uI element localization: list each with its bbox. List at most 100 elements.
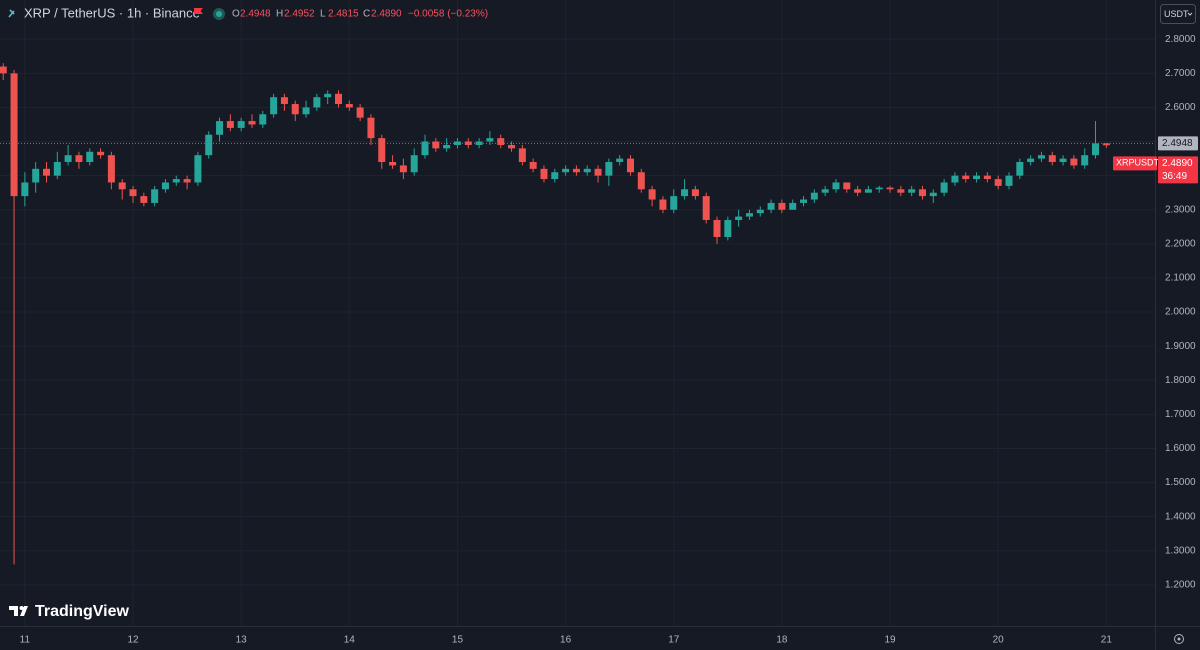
candle-body — [1070, 158, 1078, 166]
candle-body — [345, 104, 353, 108]
candle-body — [1027, 158, 1035, 163]
candle-body — [1092, 143, 1100, 156]
candle-body — [432, 141, 440, 149]
currency-box[interactable] — [1160, 4, 1196, 24]
candle-body — [421, 141, 429, 156]
series-name-box — [1113, 156, 1157, 171]
candle-body — [1102, 143, 1110, 146]
flag-icon[interactable] — [194, 8, 203, 14]
x-tick-label: 17 — [668, 635, 680, 646]
candle-body — [1059, 158, 1067, 163]
candle-body — [118, 182, 126, 190]
candle-body — [21, 182, 29, 197]
candle-body — [475, 141, 483, 145]
candle-body — [205, 134, 213, 156]
candle-body — [572, 168, 580, 173]
candle-body — [745, 213, 753, 217]
candle-body — [140, 196, 148, 203]
candle-body — [226, 121, 234, 128]
y-tick-label: 1.7000 — [1165, 409, 1196, 420]
candle-body — [443, 144, 451, 149]
candle-body — [843, 182, 851, 190]
candle-body — [453, 141, 461, 145]
candle-body — [735, 216, 743, 220]
legend-value: 2.4815 — [328, 9, 359, 20]
legend-key: O — [232, 9, 240, 20]
y-tick-label: 2.0000 — [1165, 307, 1196, 318]
candle-body — [75, 155, 83, 163]
candle-body — [864, 189, 872, 193]
candle-body — [183, 179, 191, 183]
candle-body — [410, 155, 418, 173]
candle-body — [389, 162, 397, 166]
settings-icon[interactable] — [1174, 634, 1184, 644]
candle-body — [626, 158, 634, 173]
candle-body — [724, 219, 732, 238]
legend-key: C — [363, 9, 370, 20]
candle-body — [486, 138, 494, 142]
candle-body — [291, 104, 299, 115]
ohlc-legend: O 2.4948 H 2.4952 L 2.4815 C 2.4890 — [232, 9, 402, 20]
countdown: 36:49 — [1162, 171, 1187, 182]
price-line-label-box — [1158, 136, 1198, 151]
x-tick-label: 16 — [560, 635, 572, 646]
y-tick-label: 2.1000 — [1165, 273, 1196, 284]
candle-body — [929, 192, 937, 197]
candle-body — [897, 189, 905, 193]
candle-body — [237, 121, 245, 128]
x-tick-label: 11 — [20, 635, 31, 646]
candle-body — [518, 148, 526, 163]
grid — [0, 0, 1155, 626]
candle-body — [983, 175, 991, 180]
y-tick-label: 2.6000 — [1165, 102, 1196, 113]
candle-body — [129, 189, 137, 197]
watermark-logo-dot — [19, 606, 24, 610]
x-tick-label: 18 — [776, 635, 788, 646]
candle-body — [497, 138, 505, 145]
x-tick-label: 21 — [1101, 635, 1113, 646]
candle-body — [908, 189, 916, 193]
y-tick-label: 2.7000 — [1165, 68, 1196, 79]
legend-value: 2.4890 — [371, 9, 402, 20]
candle-body — [832, 182, 840, 190]
currency[interactable]: USDT — [1164, 9, 1189, 19]
y-tick-label: 1.9000 — [1165, 341, 1196, 352]
x-tick-label: 15 — [452, 635, 464, 646]
y-tick-label: 1.2000 — [1165, 579, 1196, 590]
y-tick-label: 1.3000 — [1165, 545, 1196, 556]
candle-body — [789, 202, 797, 210]
candle-body — [508, 144, 516, 149]
legend-value: 2.4948 — [240, 9, 271, 20]
y-tick-label: 1.8000 — [1165, 375, 1196, 386]
candle-body — [161, 182, 169, 190]
candle-body — [86, 151, 94, 163]
last-price-box — [1158, 156, 1198, 184]
candle-body — [854, 189, 862, 193]
candle-body — [1048, 155, 1056, 163]
candle-body — [32, 168, 40, 183]
candle-body — [605, 162, 613, 176]
candle-body — [702, 196, 710, 220]
candle-body — [259, 114, 267, 125]
candle-body — [107, 155, 115, 183]
legend-key: L — [320, 9, 326, 20]
candle-body — [64, 155, 72, 163]
candle-body — [973, 175, 981, 180]
candle-body — [356, 107, 364, 118]
y-tick-label: 1.5000 — [1165, 477, 1196, 488]
candle-body — [562, 168, 570, 173]
candle-body — [583, 168, 591, 173]
candle-body — [399, 165, 407, 173]
candle-body — [994, 179, 1002, 186]
last-price-label: 2.4890 — [1162, 158, 1193, 169]
candle-body — [302, 107, 310, 115]
price-line-label: 2.4948 — [1162, 138, 1193, 149]
candle-body — [216, 121, 224, 135]
legend-value: 2.4952 — [284, 9, 315, 20]
candle-body — [951, 175, 959, 183]
settings-icon-center[interactable] — [1177, 637, 1181, 641]
x-tick-label: 14 — [344, 635, 356, 646]
dropdown-arrow[interactable] — [1187, 12, 1193, 16]
